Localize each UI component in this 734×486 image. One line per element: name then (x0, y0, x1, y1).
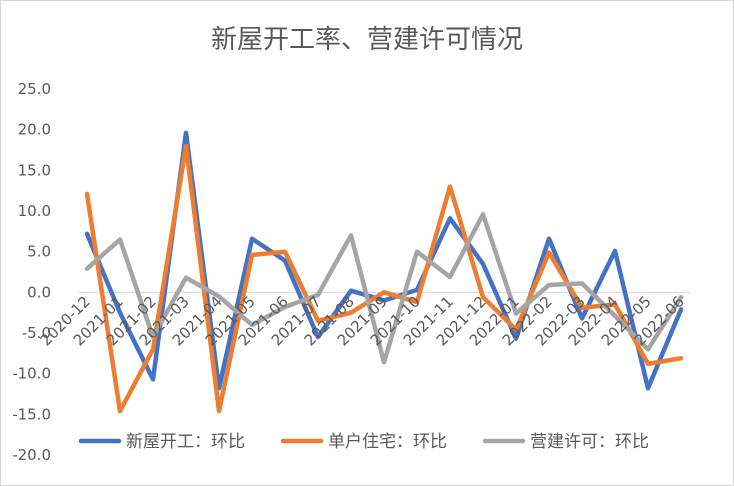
legend-item: 单户住宅：环比 (280, 432, 447, 452)
y-tick-label: -5.0 (22, 324, 51, 342)
y-tick-label: -10.0 (12, 365, 51, 383)
y-tick-label: -20.0 (12, 446, 51, 464)
y-tick-label: 20.0 (18, 121, 51, 139)
legend-label: 新屋开工：环比 (126, 432, 245, 452)
y-tick-label: 10.0 (18, 202, 51, 220)
y-tick-label: 25.0 (18, 80, 51, 98)
y-tick-label: -15.0 (12, 405, 51, 423)
y-tick-label: 5.0 (27, 243, 51, 261)
chart-title: 新屋开工率、营建许可情况 (211, 25, 523, 55)
legend-item: 新屋开工：环比 (78, 432, 245, 452)
legend-label: 单户住宅：环比 (328, 432, 447, 452)
legend: 新屋开工：环比 单户住宅：环比 营建许可：环比 (78, 432, 649, 452)
series-line-1 (84, 130, 684, 391)
series-line-3 (84, 212, 684, 365)
y-axis: 25.0 20.0 15.0 10.0 5.0 0.0 -5.0 -10.0 -15.0 -20.… (12, 80, 51, 464)
legend-item: 营建许可：环比 (482, 432, 649, 452)
series-lines (84, 130, 684, 414)
legend-label: 营建许可：环比 (530, 432, 649, 452)
y-tick-label: 0.0 (27, 283, 51, 301)
series-line-2 (84, 143, 684, 414)
y-tick-label: 15.0 (18, 161, 51, 179)
